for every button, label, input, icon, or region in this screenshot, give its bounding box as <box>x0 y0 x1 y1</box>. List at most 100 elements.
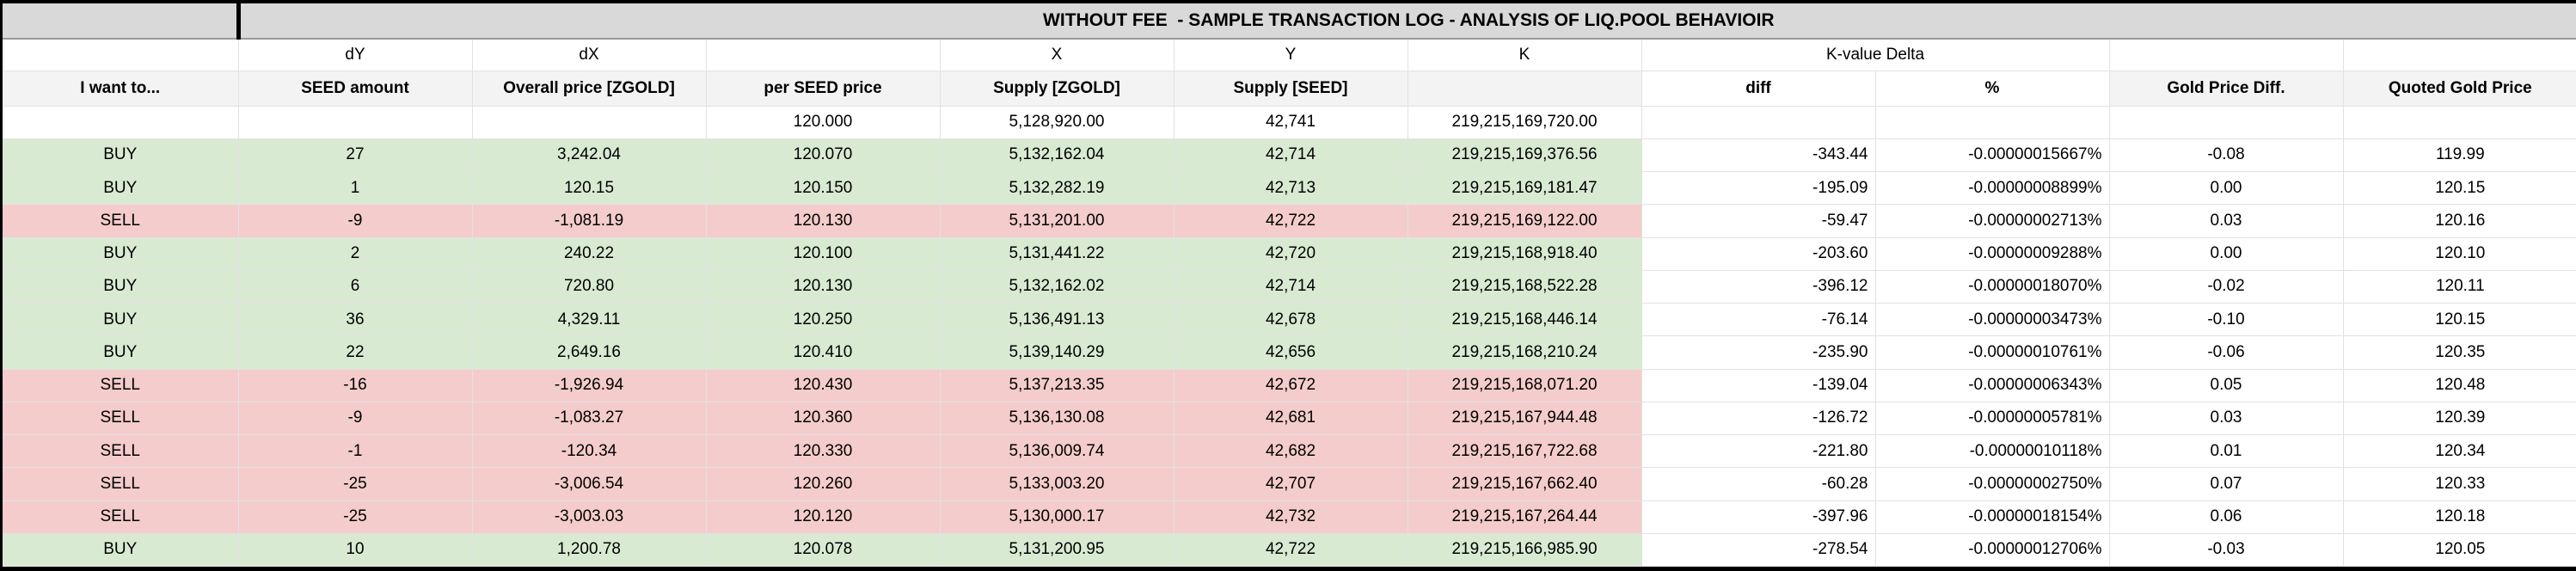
cell-k[interactable]: 219,215,169,181.47 <box>1407 170 1642 206</box>
cell-action[interactable]: BUY <box>3 532 239 568</box>
cell-seed-amount[interactable]: -25 <box>237 467 473 501</box>
cell-seed-amount[interactable]: -16 <box>237 368 473 402</box>
cell-seed-amount[interactable]: 2 <box>237 236 473 271</box>
cell-pct[interactable]: -0.00000015667% <box>1874 138 2110 173</box>
cell-supply-seed[interactable]: 42,656 <box>1173 335 1408 370</box>
cell-diff[interactable]: -195.09 <box>1641 170 1876 206</box>
cell-pct[interactable]: -0.00000002713% <box>1874 204 2110 238</box>
cell-quoted-gold-price[interactable]: 120.05 <box>2342 532 2576 568</box>
cell-gold-price-diff[interactable]: 0.03 <box>2108 401 2344 436</box>
cell-per-seed-price[interactable]: 120.130 <box>705 204 941 238</box>
cell-supply-seed[interactable]: 42,681 <box>1173 401 1408 436</box>
cell-pct[interactable]: -0.00000018070% <box>1874 269 2110 304</box>
cell-k[interactable]: 219,215,167,264.44 <box>1407 500 1642 534</box>
cell-seed-amount[interactable]: 22 <box>237 335 473 370</box>
cell-supply-seed[interactable]: 42,714 <box>1173 269 1408 304</box>
cell-action[interactable]: SELL <box>3 467 239 501</box>
cell-quoted-gold-price[interactable]: 120.33 <box>2342 467 2576 501</box>
cell-action[interactable]: BUY <box>3 269 239 304</box>
cell-per-seed-price[interactable]: 120.120 <box>705 500 941 534</box>
cell-gold-price-diff[interactable]: 0.01 <box>2108 433 2344 469</box>
cell-action[interactable]: BUY <box>3 335 239 370</box>
cell-pct[interactable]: -0.00000012706% <box>1874 532 2110 568</box>
cell-action[interactable] <box>3 105 239 139</box>
header-supply-seed[interactable]: Supply [SEED] <box>1173 70 1408 107</box>
cell-diff[interactable]: -76.14 <box>1641 302 1876 337</box>
cell-diff[interactable]: -235.90 <box>1641 335 1876 370</box>
cell-formula-quoted[interactable] <box>2342 38 2576 71</box>
cell-k-value-delta[interactable]: K-value Delta <box>1641 38 2110 71</box>
cell-quoted-gold-price[interactable]: 120.35 <box>2342 335 2576 370</box>
cell-quoted-gold-price[interactable]: 120.48 <box>2342 368 2576 402</box>
cell-diff[interactable]: -221.80 <box>1641 433 1876 469</box>
cell-quoted-gold-price[interactable]: 120.18 <box>2342 500 2576 534</box>
cell-overall-price[interactable]: 3,242.04 <box>471 138 707 173</box>
cell-supply-zgold[interactable]: 5,133,003.20 <box>939 467 1175 501</box>
cell-formula-x[interactable]: X <box>939 38 1175 71</box>
cell-seed-amount[interactable]: -9 <box>237 401 473 436</box>
cell-seed-amount[interactable]: -25 <box>237 500 473 534</box>
cell-seed-amount[interactable]: -9 <box>237 204 473 238</box>
cell-per-seed-price[interactable]: 120.000 <box>705 105 941 139</box>
header-diff[interactable]: diff <box>1641 70 1876 107</box>
cell-quoted-gold-price[interactable]: 120.15 <box>2342 302 2576 337</box>
header-pct[interactable]: % <box>1874 70 2110 107</box>
cell-k[interactable]: 219,215,168,210.24 <box>1407 335 1642 370</box>
corner-cell[interactable] <box>3 3 241 40</box>
cell-supply-zgold[interactable]: 5,131,201.00 <box>939 204 1175 238</box>
cell-diff[interactable]: -203.60 <box>1641 236 1876 271</box>
cell-diff[interactable]: -396.12 <box>1641 269 1876 304</box>
cell-pct[interactable]: -0.00000005781% <box>1874 401 2110 436</box>
cell-seed-amount[interactable]: 10 <box>237 532 473 568</box>
cell-supply-seed[interactable]: 42,722 <box>1173 532 1408 568</box>
cell-per-seed-price[interactable]: 120.078 <box>705 532 941 568</box>
cell-diff[interactable]: -139.04 <box>1641 368 1876 402</box>
cell-supply-zgold[interactable]: 5,137,213.35 <box>939 368 1175 402</box>
cell-diff[interactable]: -126.72 <box>1641 401 1876 436</box>
cell-pct[interactable]: -0.00000009288% <box>1874 236 2110 271</box>
cell-action[interactable]: SELL <box>3 433 239 469</box>
cell-supply-zgold[interactable]: 5,130,000.17 <box>939 500 1175 534</box>
cell-action[interactable]: SELL <box>3 368 239 402</box>
cell-action[interactable]: BUY <box>3 138 239 173</box>
header-seed-amount[interactable]: SEED amount <box>237 70 473 107</box>
header-i-want-to[interactable]: I want to... <box>3 70 239 107</box>
cell-diff[interactable]: -278.54 <box>1641 532 1876 568</box>
cell-supply-zgold[interactable]: 5,136,491.13 <box>939 302 1175 337</box>
cell-per-seed-price[interactable]: 120.100 <box>705 236 941 271</box>
cell-supply-seed[interactable]: 42,732 <box>1173 500 1408 534</box>
cell-supply-seed[interactable]: 42,720 <box>1173 236 1408 271</box>
cell-diff[interactable]: -60.28 <box>1641 467 1876 501</box>
cell-gold-price-diff[interactable]: -0.06 <box>2108 335 2344 370</box>
cell-gold-price-diff[interactable]: 0.06 <box>2108 500 2344 534</box>
cell-seed-amount[interactable]: 1 <box>237 170 473 206</box>
cell-quoted-gold-price[interactable] <box>2342 105 2576 139</box>
cell-supply-zgold[interactable]: 5,131,200.95 <box>939 532 1175 568</box>
cell-diff[interactable]: -343.44 <box>1641 138 1876 173</box>
cell-supply-seed[interactable]: 42,682 <box>1173 433 1408 469</box>
cell-k[interactable]: 219,215,167,722.68 <box>1407 433 1642 469</box>
cell-gold-price-diff[interactable]: 0.03 <box>2108 204 2344 238</box>
cell-supply-zgold[interactable]: 5,132,162.02 <box>939 269 1175 304</box>
cell-formula-k[interactable]: K <box>1407 38 1642 71</box>
cell-quoted-gold-price[interactable]: 120.10 <box>2342 236 2576 271</box>
cell-k[interactable]: 219,215,167,662.40 <box>1407 467 1642 501</box>
cell-pct[interactable]: -0.00000002750% <box>1874 467 2110 501</box>
cell-supply-seed[interactable]: 42,707 <box>1173 467 1408 501</box>
cell-supply-seed[interactable]: 42,713 <box>1173 170 1408 206</box>
cell-overall-price[interactable]: 4,329.11 <box>471 302 707 337</box>
cell-per-seed-price[interactable]: 120.130 <box>705 269 941 304</box>
cell-gold-price-diff[interactable] <box>2108 105 2344 139</box>
header-gold-price-diff[interactable]: Gold Price Diff. <box>2108 70 2344 107</box>
cell-supply-zgold[interactable]: 5,132,162.04 <box>939 138 1175 173</box>
header-overall-price[interactable]: Overall price [ZGOLD] <box>471 70 707 107</box>
cell-gold-price-diff[interactable]: -0.03 <box>2108 532 2344 568</box>
cell-k[interactable]: 219,215,169,122.00 <box>1407 204 1642 238</box>
cell-action[interactable]: BUY <box>3 236 239 271</box>
cell-per-seed-price[interactable]: 120.330 <box>705 433 941 469</box>
cell-overall-price[interactable]: 2,649.16 <box>471 335 707 370</box>
cell-quoted-gold-price[interactable]: 120.15 <box>2342 170 2576 206</box>
cell-diff[interactable]: -59.47 <box>1641 204 1876 238</box>
cell-overall-price[interactable]: 1,200.78 <box>471 532 707 568</box>
cell-supply-zgold[interactable]: 5,136,130.08 <box>939 401 1175 436</box>
